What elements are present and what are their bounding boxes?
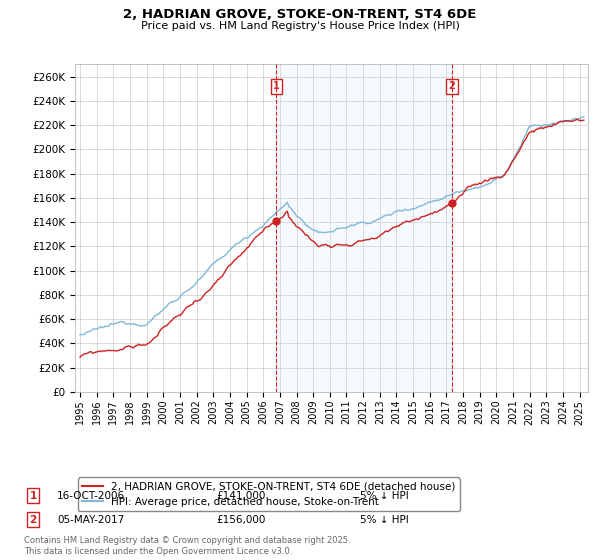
Text: Price paid vs. HM Land Registry's House Price Index (HPI): Price paid vs. HM Land Registry's House … [140,21,460,31]
Bar [277,64,452,392]
Text: 2, HADRIAN GROVE, STOKE-ON-TRENT, ST4 6DE: 2, HADRIAN GROVE, STOKE-ON-TRENT, ST4 6D… [124,8,476,21]
Text: Contains HM Land Registry data © Crown copyright and database right 2025.
This d: Contains HM Land Registry data © Crown c… [24,536,350,556]
Legend: 2, HADRIAN GROVE, STOKE-ON-TRENT, ST4 6DE (detached house), HPI: Average price, : 2, HADRIAN GROVE, STOKE-ON-TRENT, ST4 6D… [77,478,460,511]
Text: 16-OCT-2006: 16-OCT-2006 [57,491,125,501]
Text: 2: 2 [29,515,37,525]
Text: 2: 2 [449,81,455,91]
Text: £141,000: £141,000 [216,491,265,501]
Text: 5% ↓ HPI: 5% ↓ HPI [360,491,409,501]
Text: 5% ↓ HPI: 5% ↓ HPI [360,515,409,525]
Text: 1: 1 [29,491,37,501]
Text: 05-MAY-2017: 05-MAY-2017 [57,515,124,525]
Text: £156,000: £156,000 [216,515,265,525]
Text: 1: 1 [273,81,280,91]
